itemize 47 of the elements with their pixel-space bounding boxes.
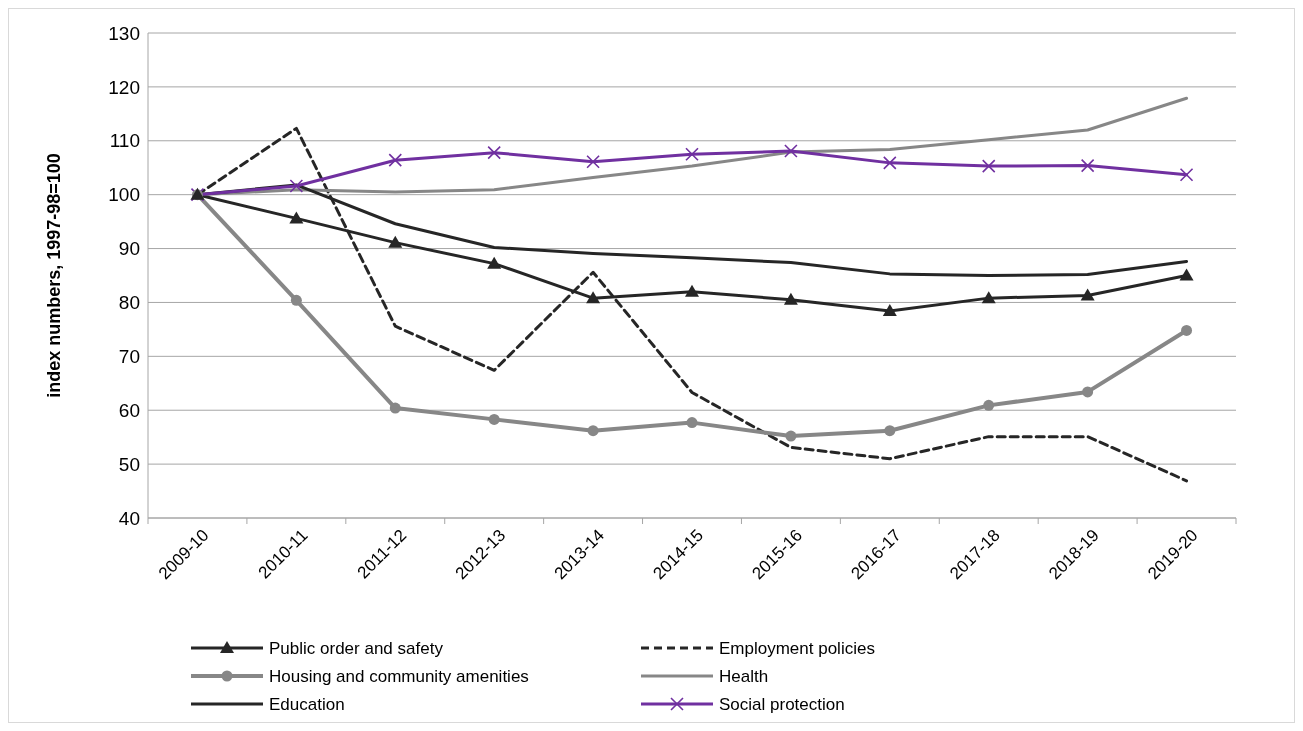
point [783, 292, 798, 305]
y-tick-label: 100 [108, 184, 140, 206]
point [882, 304, 897, 317]
point [685, 147, 699, 162]
point [983, 399, 995, 411]
point [388, 235, 403, 248]
point [488, 413, 500, 425]
point [487, 256, 502, 269]
y-tick-label: 120 [108, 76, 140, 98]
point [290, 294, 302, 306]
y-tick-label: 50 [118, 453, 140, 475]
point [884, 425, 896, 437]
legend-label: Housing and community amenities [269, 666, 529, 686]
point [883, 156, 897, 170]
point [1080, 288, 1095, 301]
point [1179, 268, 1194, 281]
point [487, 145, 501, 160]
y-tick-label: 70 [118, 345, 140, 367]
point [1080, 158, 1095, 173]
y-tick-label: 90 [118, 238, 140, 260]
legend-label: Public order and safety [269, 638, 444, 658]
point [1082, 386, 1094, 398]
legend-label: Social protection [719, 694, 845, 714]
point [289, 211, 304, 224]
point [981, 159, 996, 173]
point [289, 179, 304, 193]
point [785, 430, 797, 442]
point [686, 417, 698, 429]
point [981, 291, 996, 304]
point [388, 153, 403, 167]
y-tick-label: 40 [118, 507, 140, 529]
y-tick-label: 130 [108, 22, 140, 44]
y-tick-label: 110 [109, 130, 140, 152]
point [1181, 324, 1193, 336]
y-tick-label: 60 [118, 399, 140, 421]
legend-label: Health [719, 666, 769, 686]
point [586, 291, 601, 304]
legend-label: Education [269, 694, 345, 714]
y-tick-label: 80 [118, 292, 140, 314]
point [784, 144, 798, 158]
point [1179, 167, 1194, 182]
point [586, 154, 600, 169]
y-axis-title: index numbers, 1997-98=100 [44, 153, 64, 398]
point [587, 425, 599, 437]
point [389, 402, 401, 414]
legend-label: Employment policies [719, 638, 875, 658]
point [685, 284, 699, 297]
